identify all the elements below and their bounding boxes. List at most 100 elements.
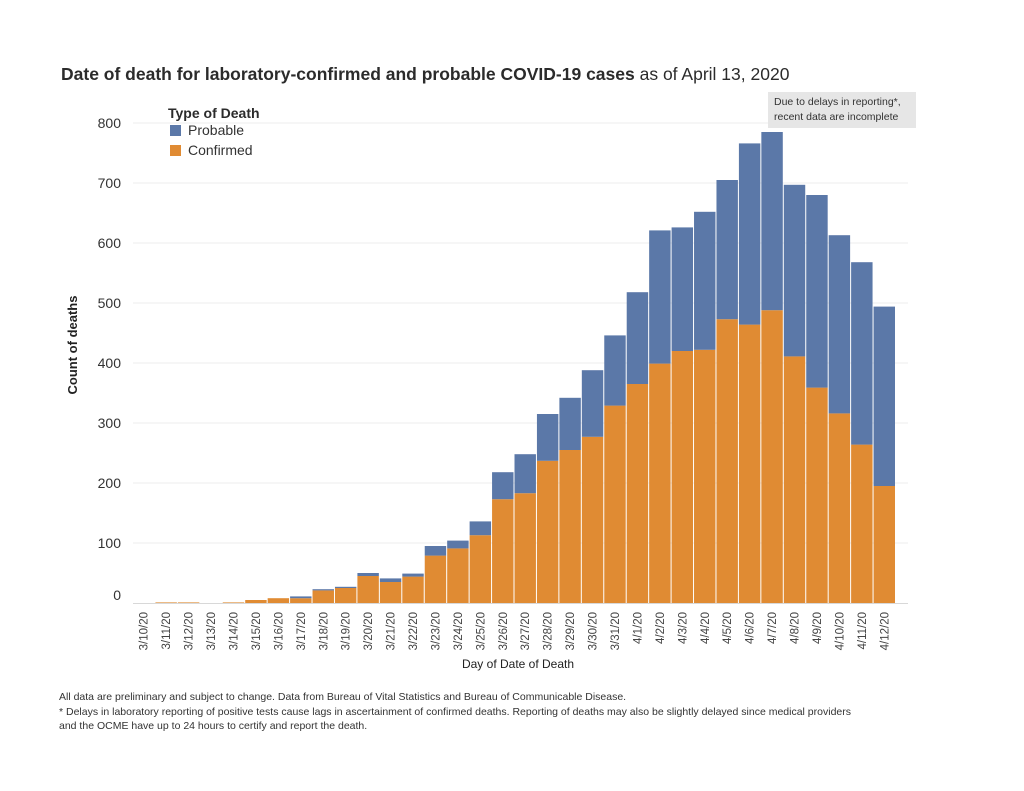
footer-notes: All data are preliminary and subject to … xyxy=(59,690,959,734)
y-tick-label: 800 xyxy=(98,115,122,131)
bar-confirmed xyxy=(694,349,716,603)
x-tick-label: 3/26/20 xyxy=(498,612,510,650)
bar-probable xyxy=(738,143,761,325)
bar-confirmed xyxy=(447,548,469,603)
x-tick-label: 4/2/20 xyxy=(655,612,667,644)
bar-confirmed xyxy=(649,363,671,603)
legend: Type of Death Probable Confirmed xyxy=(168,105,260,158)
bar-confirmed xyxy=(873,486,895,603)
bar-confirmed xyxy=(626,384,649,603)
y-tick-label: 300 xyxy=(98,415,122,431)
bar-probable xyxy=(671,227,694,351)
x-tick-label: 3/30/20 xyxy=(588,612,600,650)
bar-confirmed xyxy=(716,319,738,603)
x-tick-label: 4/11/20 xyxy=(857,612,869,650)
x-tick-label: 4/8/20 xyxy=(790,612,802,644)
x-tick-label: 3/15/20 xyxy=(251,612,263,650)
bar-confirmed xyxy=(155,602,177,603)
bar-probable xyxy=(783,184,806,357)
bars xyxy=(155,132,895,603)
legend-label-probable: Probable xyxy=(188,122,244,138)
x-tick-label: 3/17/20 xyxy=(296,612,308,650)
bar-probable xyxy=(604,335,626,406)
bar-confirmed xyxy=(536,460,559,603)
bar-confirmed xyxy=(357,576,379,603)
x-tick-label: 3/23/20 xyxy=(430,612,442,650)
y-tick-label: 200 xyxy=(98,475,122,491)
bar-confirmed xyxy=(222,602,245,603)
bar-probable xyxy=(694,211,716,350)
bar-confirmed xyxy=(581,436,604,603)
x-tick-label: 4/1/20 xyxy=(632,612,644,644)
bar-confirmed xyxy=(761,310,783,603)
x-tick-label: 3/21/20 xyxy=(386,612,398,650)
y-tick-label: 700 xyxy=(98,175,122,191)
y-tick-label: 500 xyxy=(98,295,122,311)
x-tick-label: 3/25/20 xyxy=(475,612,487,650)
x-tick-label: 4/3/20 xyxy=(677,612,689,644)
bar-confirmed xyxy=(783,356,806,603)
chart-title: Date of death for laboratory-confirmed a… xyxy=(61,64,789,85)
bar-confirmed xyxy=(851,444,873,603)
x-tick-labels: 3/10/20 3/11/20 3/12/20 3/13/20 3/14/20 3/15/… xyxy=(139,612,892,650)
x-tick-label: 3/16/20 xyxy=(273,612,285,650)
x-axis-label: Day of Date of Death xyxy=(462,657,574,671)
bar-confirmed xyxy=(379,582,402,603)
bar-confirmed xyxy=(604,405,626,603)
bar-probable xyxy=(334,586,357,588)
note-line-2: recent data are incomplete xyxy=(774,111,899,123)
bar-probable xyxy=(536,414,559,461)
x-tick-label: 4/7/20 xyxy=(767,612,779,644)
chart-title-date: as of April 13, 2020 xyxy=(634,64,790,84)
x-tick-label: 3/18/20 xyxy=(318,612,330,650)
bar-probable xyxy=(424,546,447,556)
bar-probable xyxy=(379,578,402,582)
incomplete-data-note: Due to delays in reporting*, recent data… xyxy=(768,92,916,128)
bar-probable xyxy=(402,573,424,577)
x-tick-label: 3/27/20 xyxy=(520,612,532,650)
chart-title-main: Date of death for laboratory-confirmed a… xyxy=(61,64,635,84)
x-tick-label: 4/6/20 xyxy=(745,612,757,644)
x-tick-label: 4/12/20 xyxy=(879,612,891,650)
bar-probable xyxy=(581,370,604,437)
x-tick-label: 3/29/20 xyxy=(565,612,577,650)
bar-probable xyxy=(828,235,851,414)
x-tick-label: 3/24/20 xyxy=(453,612,465,650)
bar-probable xyxy=(649,230,671,364)
bar-confirmed xyxy=(290,598,312,603)
bar-confirmed xyxy=(492,499,514,603)
legend-title: Type of Death xyxy=(168,105,260,121)
y-tick-labels: 0 100 200 300 400 500 600 700 800 xyxy=(98,115,122,603)
bar-confirmed xyxy=(402,576,424,603)
y-tick-label: 100 xyxy=(98,535,122,551)
legend-swatch-probable xyxy=(170,125,181,136)
x-tick-label: 4/4/20 xyxy=(700,612,712,644)
bar-confirmed xyxy=(177,602,200,603)
bar-probable xyxy=(716,180,738,320)
bar-confirmed xyxy=(559,450,581,603)
x-tick-label: 3/14/20 xyxy=(228,612,240,650)
bar-confirmed xyxy=(806,387,828,603)
bar-probable xyxy=(469,521,492,536)
bar-probable xyxy=(873,306,895,486)
bar-confirmed xyxy=(671,351,694,603)
bar-probable xyxy=(626,292,649,384)
bar-probable xyxy=(806,195,828,388)
y-tick-label: 0 xyxy=(113,587,121,603)
x-tick-label: 3/22/20 xyxy=(408,612,420,650)
legend-label-confirmed: Confirmed xyxy=(188,142,253,158)
bar-probable xyxy=(492,472,514,500)
x-tick-label: 3/31/20 xyxy=(610,612,622,650)
bar-confirmed xyxy=(738,324,761,603)
bar-probable xyxy=(514,454,536,494)
x-tick-label: 4/10/20 xyxy=(834,612,846,650)
bar-confirmed xyxy=(424,555,447,603)
bar-probable xyxy=(761,132,783,311)
x-tick-label: 3/10/20 xyxy=(139,612,151,650)
legend-swatch-confirmed xyxy=(170,145,181,156)
x-tick-label: 3/12/20 xyxy=(184,612,196,650)
bar-confirmed xyxy=(245,600,267,603)
x-tick-label: 3/19/20 xyxy=(341,612,353,650)
footer-line-1: All data are preliminary and subject to … xyxy=(59,691,627,703)
